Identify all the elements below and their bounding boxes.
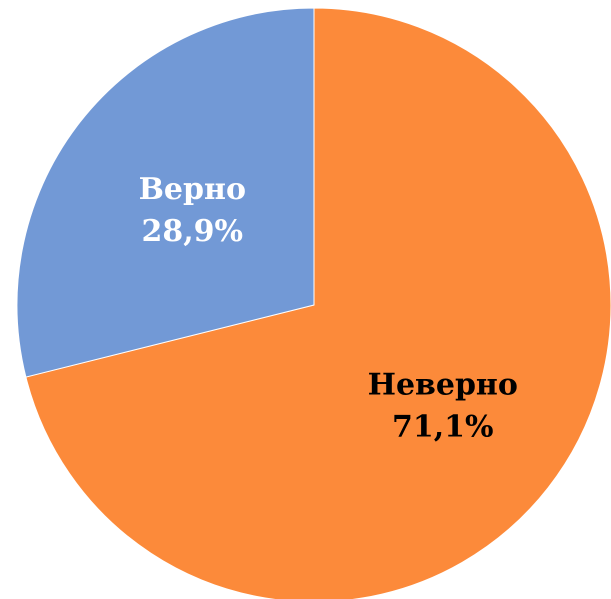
slice-percent-label: 71,1%	[392, 410, 494, 445]
pie-slice-incorrect	[25, 7, 611, 599]
slice-percent-label: 28,9%	[141, 214, 243, 249]
pie-slice-correct	[16, 7, 315, 378]
slice-category-label: Неверно	[368, 368, 518, 403]
slice-category-label: Верно	[139, 172, 246, 207]
